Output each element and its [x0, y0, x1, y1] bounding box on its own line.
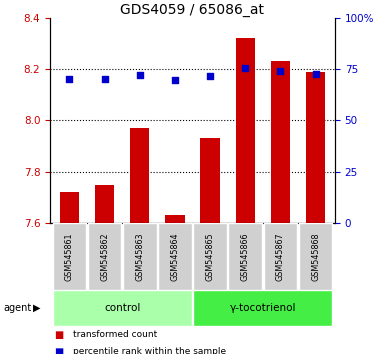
Bar [60, 192, 79, 223]
Text: GSM545868: GSM545868 [311, 232, 320, 281]
Point [102, 76, 108, 82]
Bar [123, 223, 157, 290]
Text: GSM545867: GSM545867 [276, 232, 285, 281]
Text: GSM545862: GSM545862 [100, 232, 109, 281]
Text: γ-tocotrienol: γ-tocotrienol [229, 303, 296, 313]
Bar [306, 72, 325, 223]
Bar [130, 128, 149, 223]
Text: transformed count: transformed count [73, 330, 157, 339]
Bar [193, 290, 333, 326]
Bar [264, 223, 297, 290]
Point [66, 76, 72, 82]
Text: GSM545866: GSM545866 [241, 232, 250, 281]
Title: GDS4059 / 65086_at: GDS4059 / 65086_at [121, 3, 264, 17]
Point [277, 68, 283, 74]
Text: GSM545863: GSM545863 [135, 232, 144, 281]
Bar [52, 223, 86, 290]
Bar [271, 61, 290, 223]
Bar [228, 223, 262, 290]
Point [207, 73, 213, 79]
Text: percentile rank within the sample: percentile rank within the sample [73, 347, 226, 354]
Bar [88, 223, 121, 290]
Text: GSM545861: GSM545861 [65, 232, 74, 281]
Point [313, 72, 319, 77]
Bar [201, 138, 220, 223]
Bar [165, 215, 184, 223]
Text: GSM545864: GSM545864 [171, 232, 179, 281]
Bar [236, 38, 255, 223]
Text: ▶: ▶ [33, 303, 40, 313]
Bar [95, 184, 114, 223]
Text: control: control [104, 303, 141, 313]
Text: GSM545865: GSM545865 [206, 232, 214, 281]
Point [172, 78, 178, 83]
Text: ■: ■ [54, 347, 63, 354]
Point [137, 72, 143, 78]
Bar [158, 223, 192, 290]
Bar [193, 223, 227, 290]
Bar [299, 223, 333, 290]
Point [242, 65, 248, 71]
Bar [52, 290, 192, 326]
Text: agent: agent [4, 303, 32, 313]
Text: ■: ■ [54, 330, 63, 339]
